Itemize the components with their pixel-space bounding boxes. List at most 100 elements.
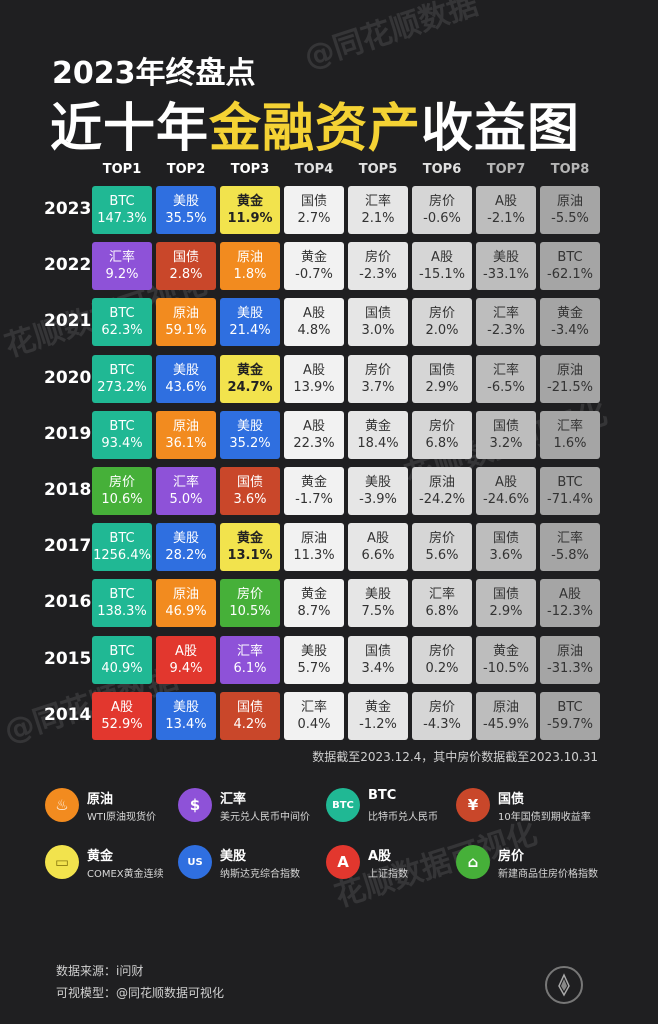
cell-asset: 国债: [492, 587, 519, 603]
cell-2023-top3: 黄金 11.9%: [220, 186, 280, 234]
cell-value: -3.9%: [359, 492, 397, 507]
cell-2019-top6: 房价 6.8%: [412, 410, 472, 459]
cell-asset: 黄金: [300, 587, 327, 603]
cell-asset: BTC: [109, 531, 135, 547]
legend-name: 汇率: [220, 792, 247, 807]
page-title-year: 2023年终盘点: [52, 56, 256, 91]
cell-asset: 国债: [300, 194, 327, 209]
cell-2015-top1: BTC 40.9%: [92, 635, 152, 684]
cell-value: 5.6%: [425, 548, 459, 564]
cell-2020-top6: 国债 2.9%: [412, 354, 472, 403]
cell-asset: 美股: [172, 194, 199, 209]
cell-2015-top2: A股 9.4%: [156, 635, 216, 684]
cell-2020-top7: 汇率 -6.5%: [476, 354, 536, 403]
cell-value: 11.3%: [293, 548, 335, 564]
cell-2018-top6: 原油 -24.2%: [412, 467, 472, 515]
a-share-icon: A: [326, 845, 360, 879]
cell-asset: 汇率: [236, 643, 263, 659]
cell-asset: 原油: [172, 587, 199, 603]
cell-value: 1256.4%: [93, 548, 151, 564]
cell-value: 6.8%: [425, 435, 459, 451]
year-label-2017: 2017: [44, 536, 92, 557]
cell-asset: 黄金: [556, 306, 583, 322]
cell-asset: 汇率: [300, 699, 327, 715]
cell-value: 13.4%: [165, 716, 207, 732]
cell-value: 5.0%: [169, 492, 203, 507]
cell-asset: 美股: [236, 418, 263, 434]
cell-value: 2.9%: [489, 604, 523, 620]
cell-2014-top4: 汇率 0.4%: [284, 691, 344, 740]
cell-asset: 汇率: [108, 250, 135, 266]
cell-value: 46.9%: [165, 604, 207, 620]
cell-value: 13.1%: [227, 548, 273, 564]
cell-asset: BTC: [109, 306, 135, 322]
cell-2021-top1: BTC 62.3%: [92, 298, 152, 347]
cell-2018-top8: BTC -71.4%: [540, 467, 600, 515]
title-highlight: 金融资产: [209, 99, 422, 159]
cell-2015-top5: 国债 3.4%: [348, 635, 408, 684]
cell-2023-top1: BTC 147.3%: [92, 186, 152, 234]
year-label-2019: 2019: [44, 423, 92, 444]
cell-value: 4.8%: [297, 323, 331, 339]
legend-item-4: ▭ 黄金 COMEX黄金连续: [45, 845, 195, 889]
cell-2021-top7: 汇率 -2.3%: [476, 298, 536, 347]
cell-value: 4.2%: [233, 716, 267, 732]
cell-value: 28.2%: [165, 548, 207, 564]
cell-value: 11.9%: [227, 211, 273, 226]
cell-value: -24.2%: [419, 492, 465, 507]
cell-value: 3.7%: [361, 379, 395, 395]
cell-2019-top8: 汇率 1.6%: [540, 410, 600, 459]
column-header-top4: TOP4: [294, 162, 334, 177]
cell-2018-top7: A股 -24.6%: [476, 467, 536, 515]
cell-value: 43.6%: [165, 379, 207, 395]
cell-2022-top6: A股 -15.1%: [412, 242, 472, 291]
legend-item-0: ♨ 原油 WTI原油现货价: [45, 788, 195, 832]
cell-asset: 黄金: [236, 194, 263, 209]
cell-asset: A股: [303, 362, 325, 378]
cell-value: 52.9%: [101, 716, 143, 732]
cell-asset: 黄金: [236, 362, 263, 378]
cell-asset: BTC: [109, 587, 135, 603]
legend-item-5: US 美股 纳斯达克综合指数: [178, 845, 328, 889]
cell-value: 3.4%: [361, 660, 395, 676]
cell-2017-top1: BTC 1256.4%: [92, 523, 152, 572]
cell-2016-top7: 国债 2.9%: [476, 579, 536, 628]
cell-asset: BTC: [557, 250, 583, 266]
cell-value: -21.5%: [547, 379, 593, 395]
data-source: 数据来源：i问财: [56, 964, 144, 978]
cell-2016-top2: 原油 46.9%: [156, 579, 216, 628]
cell-2017-top8: 汇率 -5.8%: [540, 523, 600, 572]
cell-value: 6.1%: [233, 660, 267, 676]
page-title: 近十年金融资产收益图: [50, 86, 580, 161]
dollar-icon: $: [178, 788, 212, 822]
cell-2023-top2: 美股 35.5%: [156, 186, 216, 234]
cell-value: -6.5%: [487, 379, 525, 395]
cell-value: 2.8%: [169, 267, 203, 283]
legend-name: 原油: [87, 792, 114, 807]
cell-2022-top2: 国债 2.8%: [156, 242, 216, 291]
cell-asset: 原油: [236, 250, 263, 266]
cell-asset: 美股: [172, 531, 199, 547]
year-label-2015: 2015: [44, 648, 92, 669]
cell-asset: 美股: [236, 306, 263, 322]
cell-2018-top2: 汇率 5.0%: [156, 467, 216, 515]
cell-value: 6.8%: [425, 604, 459, 620]
cell-asset: A股: [495, 194, 517, 209]
cell-2014-top8: BTC -59.7%: [540, 691, 600, 740]
cell-2022-top4: 黄金 -0.7%: [284, 242, 344, 291]
title-suffix: 收益图: [421, 99, 581, 159]
cell-asset: A股: [367, 531, 389, 547]
cell-2021-top5: 国债 3.0%: [348, 298, 408, 347]
cell-2020-top4: A股 13.9%: [284, 354, 344, 403]
cell-2018-top3: 国债 3.6%: [220, 467, 280, 515]
cell-value: 22.3%: [293, 435, 335, 451]
cell-value: -10.5%: [483, 660, 529, 676]
cell-2018-top1: 房价 10.6%: [92, 467, 152, 515]
cell-2016-top4: 黄金 8.7%: [284, 579, 344, 628]
cell-asset: A股: [303, 418, 325, 434]
cell-value: 40.9%: [101, 660, 143, 676]
cell-asset: 黄金: [236, 531, 263, 547]
cell-asset: 黄金: [364, 699, 391, 715]
cell-2016-top6: 汇率 6.8%: [412, 579, 472, 628]
cell-asset: A股: [303, 306, 325, 322]
